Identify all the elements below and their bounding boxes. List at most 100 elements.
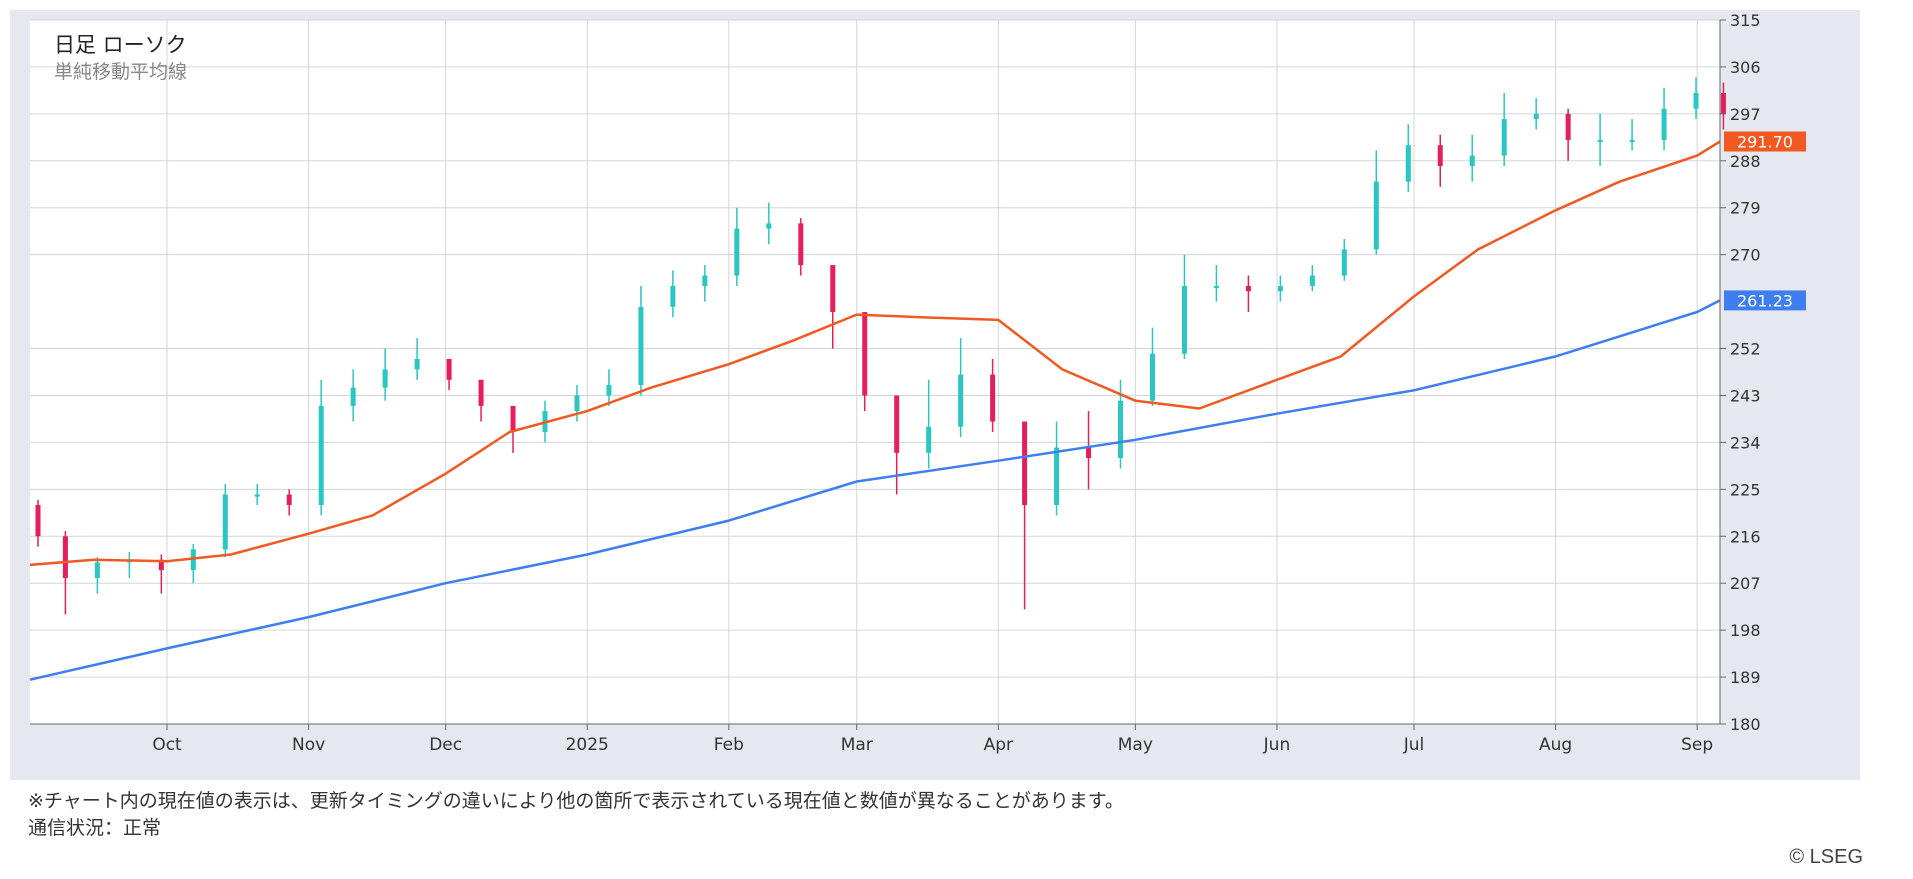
x-tick-label: 2025 (566, 735, 609, 755)
y-tick-label: 288 (1730, 152, 1761, 171)
candle-body (1597, 139, 1603, 142)
x-tick-label: Aug (1539, 735, 1572, 755)
value-badge-bg (1724, 131, 1806, 152)
candle-body (510, 405, 516, 432)
candle-body (414, 358, 420, 370)
plot-area (30, 20, 1720, 724)
value-badge-label: 291.70 (1737, 133, 1793, 152)
y-tick-label: 216 (1730, 527, 1761, 546)
candle-body (35, 504, 41, 537)
candle (350, 369, 356, 422)
candle-body (1309, 275, 1315, 286)
candle (446, 358, 452, 391)
candle-body (446, 358, 452, 380)
candle-body (830, 265, 836, 313)
candle-body (798, 223, 804, 266)
candle (1149, 327, 1155, 406)
candle-body (158, 559, 164, 571)
candle-body (990, 374, 996, 422)
candle (766, 202, 772, 245)
candle (1469, 134, 1475, 182)
candle (222, 484, 228, 558)
y-tick-label: 225 (1730, 480, 1761, 499)
candle-body (222, 494, 228, 550)
candle (1597, 113, 1603, 167)
candle-body (1118, 400, 1124, 459)
candle-body (254, 494, 260, 497)
candle (414, 338, 420, 380)
candle-body (702, 275, 708, 286)
footer-note: ※チャート内の現在値の表示は、更新タイミングの違いにより他の箇所で表示されている… (28, 790, 1124, 812)
candle (254, 484, 260, 505)
x-tick-label: Mar (841, 735, 873, 755)
y-tick-label: 279 (1730, 199, 1761, 218)
candle-body (766, 223, 772, 229)
candle-body (1149, 353, 1155, 401)
candle-body (1277, 285, 1283, 292)
y-axis: 315 306 297 288 279 270 252 243 234 225 216 207 198 1… (1719, 11, 1761, 734)
y-tick-label: 315 (1730, 11, 1761, 30)
candle (798, 218, 804, 276)
candle (1720, 82, 1726, 130)
moving-average-lines (29, 140, 1721, 681)
candle (286, 489, 292, 516)
candle (1213, 265, 1219, 302)
candle-body (1629, 139, 1635, 142)
candle (862, 312, 868, 412)
candle (1277, 275, 1283, 302)
candle (1341, 239, 1347, 281)
candle (990, 358, 996, 432)
candle (1245, 275, 1251, 313)
moving-average-line-1 (29, 140, 1721, 567)
candle (894, 395, 900, 495)
x-tick-label: May (1118, 735, 1153, 755)
candle (94, 557, 100, 594)
candle (734, 207, 740, 286)
candle-body (1661, 108, 1667, 140)
y-tick-label: 306 (1730, 58, 1761, 77)
candle-body (958, 374, 964, 427)
candle-body (1245, 285, 1251, 292)
candle (1565, 108, 1571, 161)
candle-body (1213, 285, 1219, 288)
candle-body (62, 536, 68, 578)
candle (606, 369, 612, 406)
candle (1437, 134, 1443, 187)
x-tick-label: Feb (714, 735, 744, 755)
candle-body (1373, 181, 1379, 250)
candle-body (94, 562, 100, 578)
candle-body (1022, 421, 1028, 505)
candle (318, 379, 324, 516)
candle (926, 379, 932, 469)
candle (1086, 411, 1092, 490)
x-tick-label: Oct (152, 735, 182, 755)
candle-body (318, 405, 324, 505)
candle-body (1437, 145, 1443, 167)
candle-body (1086, 447, 1092, 459)
candle (1373, 150, 1379, 255)
candle (1501, 93, 1507, 167)
candle-body (574, 395, 580, 412)
value-badge-2: 261.23 (1724, 290, 1806, 311)
candle (1533, 98, 1539, 130)
candle-body (926, 426, 932, 453)
candle (478, 379, 484, 422)
candle (830, 265, 836, 349)
value-badge-1: 291.70 (1724, 131, 1806, 152)
candle (638, 285, 644, 396)
y-tick-label: 198 (1730, 621, 1761, 640)
candle-body (1720, 93, 1726, 114)
chart-title: 日足 ローソク (54, 33, 187, 57)
candle-body (1565, 113, 1571, 140)
x-axis: Oct Nov Dec 2025 Feb Mar Apr May Jun Jul Aug Sep (30, 723, 1720, 755)
candle-body (1469, 155, 1475, 167)
candle (1629, 119, 1635, 151)
candle (382, 348, 388, 401)
candle-body (1533, 113, 1539, 120)
candle-body (1693, 93, 1699, 109)
candle (702, 265, 708, 302)
candle-body (894, 395, 900, 453)
candle (1661, 87, 1667, 151)
candle (1181, 254, 1187, 359)
candle-body (1501, 119, 1507, 156)
